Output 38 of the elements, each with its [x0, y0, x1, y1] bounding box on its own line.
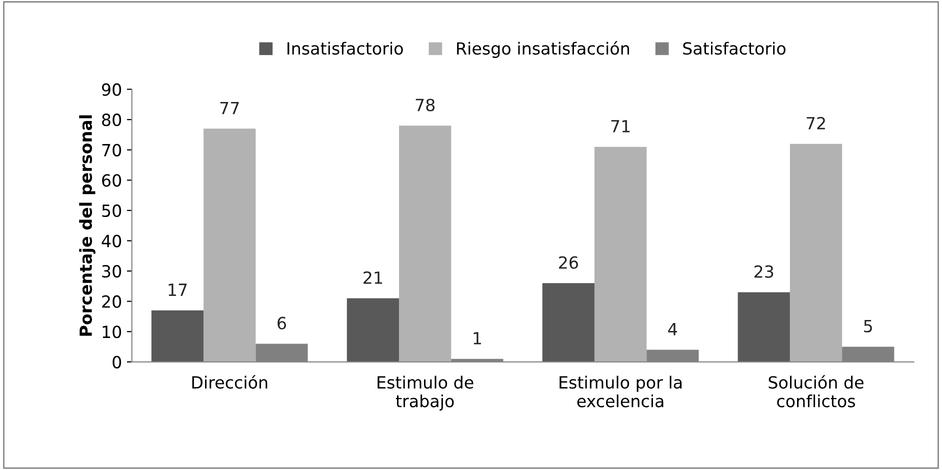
bar [204, 128, 256, 362]
y-tick-label: 80 [102, 114, 122, 126]
data-label: 21 [364, 271, 382, 284]
bar [346, 298, 400, 362]
y-axis-title: Porcentaje del personal [79, 115, 96, 336]
y-tick-label: 10 [102, 326, 122, 338]
data-label: 77 [220, 102, 239, 114]
x-tick-label: Solución de conflictos [768, 375, 864, 408]
bar [151, 310, 204, 362]
bar [594, 146, 647, 362]
data-label: 72 [806, 116, 825, 130]
legend-label: Insatisfactorio [288, 42, 403, 55]
y-tick-label: 90 [102, 83, 122, 96]
data-label: 23 [754, 265, 774, 278]
y-tick-label: 50 [102, 204, 122, 218]
y-tick-label: 20 [102, 295, 122, 308]
x-tick-label: Estimulo por la excelencia [560, 376, 682, 408]
bar [790, 144, 842, 362]
data-label: 17 [168, 284, 187, 296]
data-label: 26 [559, 256, 578, 269]
data-label: 6 [278, 316, 286, 330]
x-tick-label: Estimulo de trabajo [378, 376, 474, 411]
x-tick-label: Dirección [192, 375, 268, 389]
y-tick-label: 0 [112, 356, 122, 368]
data-label: 78 [416, 98, 435, 112]
legend-label: Satisfactorio [683, 42, 786, 55]
y-tick-label: 60 [102, 174, 122, 187]
legend-label: Riesgo insatisfacción [457, 41, 629, 58]
y-tick-label: 70 [102, 144, 122, 156]
y-tick-label: 30 [102, 264, 122, 278]
y-tick-label: 40 [102, 234, 122, 248]
data-label: 4 [668, 323, 678, 336]
data-label: 5 [864, 320, 872, 332]
bar [399, 126, 452, 362]
data-label: 71 [611, 120, 630, 132]
bar [542, 283, 594, 362]
data-label: 1 [474, 332, 481, 344]
bar [738, 292, 790, 362]
